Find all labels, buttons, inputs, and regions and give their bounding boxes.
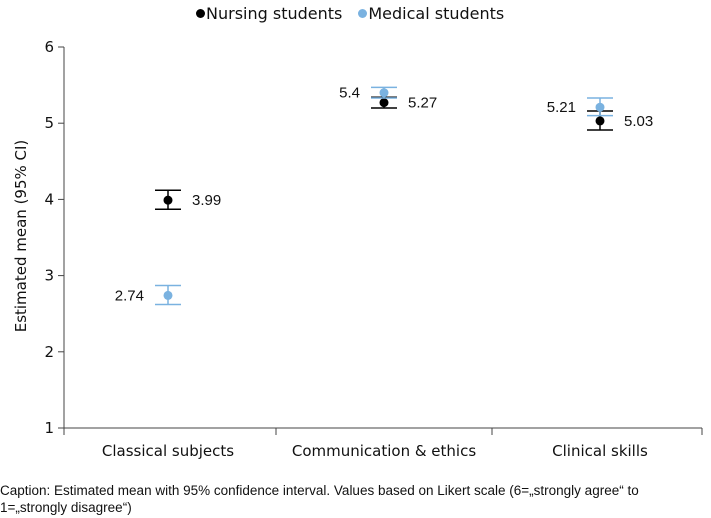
chart-marks: 3.99 5.27 5.03 2.74 5.4 5.21 <box>115 85 653 306</box>
data-point <box>163 195 173 205</box>
x-tick-label: Clinical skills <box>552 442 648 460</box>
y-axis-label: Estimated mean (95% CI) <box>12 140 30 333</box>
chart-plot: 1 2 3 4 5 6 Classical subjects Communication & … <box>12 38 703 460</box>
data-point <box>163 290 173 300</box>
x-tick-label: Communication & ethics <box>292 442 476 460</box>
y-tick-label: 1 <box>44 419 54 437</box>
data-label: 5.21 <box>547 99 576 116</box>
data-point <box>379 98 389 108</box>
data-point <box>595 116 605 126</box>
data-label: 5.03 <box>624 113 653 130</box>
chart-legend: Nursing students Medical students <box>196 4 504 23</box>
data-label: 2.74 <box>115 287 144 304</box>
data-label: 5.27 <box>408 95 437 112</box>
y-tick-label: 4 <box>44 190 54 208</box>
legend-label-nursing: Nursing students <box>206 4 343 23</box>
x-tick-label: Classical subjects <box>102 442 234 460</box>
y-tick-label: 3 <box>44 267 54 285</box>
y-tick-label: 5 <box>44 114 54 132</box>
legend-marker-nursing <box>196 9 205 18</box>
legend-item-medical: Medical students <box>358 4 504 23</box>
legend-marker-medical <box>358 9 368 18</box>
data-point <box>595 102 605 112</box>
axes: 1 2 3 4 5 6 Classical subjects Communication & … <box>44 38 703 460</box>
y-tick-label: 2 <box>44 343 54 361</box>
legend-item-nursing: Nursing students <box>196 4 342 23</box>
data-label: 5.4 <box>339 85 360 102</box>
legend-label-medical: Medical students <box>368 4 505 23</box>
data-point <box>379 88 389 98</box>
figure-caption: Caption: Estimated mean with 95% confide… <box>0 483 639 515</box>
y-tick-label: 6 <box>44 38 54 56</box>
data-label: 3.99 <box>192 192 221 209</box>
